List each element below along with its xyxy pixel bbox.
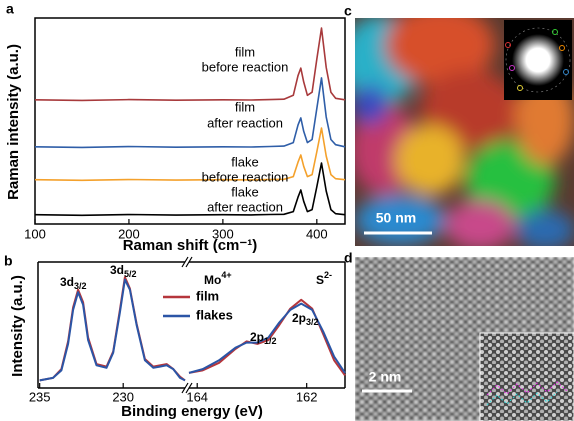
- peak-label-subscript: 5/2: [124, 269, 137, 279]
- peak-label-subscript: 3/2: [74, 281, 87, 291]
- spectrum-line: [35, 78, 345, 147]
- y-axis-title: Intensity (a.u.): [9, 275, 26, 377]
- spectrum-line: [35, 28, 345, 100]
- panel-label: a: [6, 1, 14, 17]
- legend-label: film: [196, 288, 219, 303]
- peak-label: Mo4+: [204, 270, 232, 287]
- x-tick-label: 200: [118, 226, 140, 241]
- peak-label-text: 2p: [292, 311, 306, 325]
- x-tick-label: 162: [296, 389, 318, 404]
- x-tick-label: 230: [112, 389, 134, 404]
- panel-label: c: [344, 3, 352, 19]
- plot-frame: [35, 18, 345, 224]
- legend-label: flakes: [196, 307, 233, 322]
- peak-label-subscript: 1/2: [264, 336, 277, 346]
- scale-bar-label: 2 nm: [369, 369, 402, 385]
- peak-label-text: 3d: [110, 263, 124, 277]
- peak-label: 3d5/2: [110, 263, 137, 279]
- spectrum-line: [35, 163, 345, 215]
- y-axis-title: Raman intensity (a.u.): [5, 44, 22, 200]
- series-label: film: [235, 44, 255, 59]
- peak-label-text: 3d: [60, 275, 74, 289]
- series-label: film: [235, 99, 255, 114]
- series-label: before reaction: [202, 59, 289, 74]
- peak-label: 3d3/2: [60, 275, 87, 291]
- x-tick-label: 235: [29, 389, 51, 404]
- peak-label-text: Mo: [204, 273, 221, 287]
- panel-label: b: [4, 253, 13, 269]
- series-label: before reaction: [202, 169, 289, 184]
- series-label: flake: [231, 184, 258, 199]
- x-tick-label: 300: [212, 226, 234, 241]
- peak-label-text: S: [316, 273, 324, 287]
- x-axis-title: Binding energy (eV): [121, 403, 263, 420]
- x-tick-label: 100: [24, 226, 46, 241]
- spectrum-line: [40, 277, 185, 380]
- series-label: after reaction: [207, 199, 283, 214]
- series-label: flake: [231, 154, 258, 169]
- spectrum-line: [35, 128, 345, 180]
- scale-bar-label: 50 nm: [376, 210, 416, 226]
- x-tick-label: 164: [186, 389, 208, 404]
- x-axis-title: Raman shift (cm⁻¹): [123, 237, 258, 254]
- hrstem-image: [355, 257, 574, 421]
- peak-label-subscript: 3/2: [306, 317, 319, 327]
- peak-label-superscript: 2-: [324, 270, 332, 280]
- x-tick-label: 400: [306, 226, 328, 241]
- peak-label: S2-: [316, 270, 332, 287]
- peak-label-superscript: 4+: [221, 270, 231, 280]
- figure: 50 nm 2 nm a b c d Raman shift (cm⁻¹) Ra…: [0, 0, 574, 421]
- peak-label-text: 2p: [250, 330, 264, 344]
- series-label: after reaction: [207, 115, 283, 130]
